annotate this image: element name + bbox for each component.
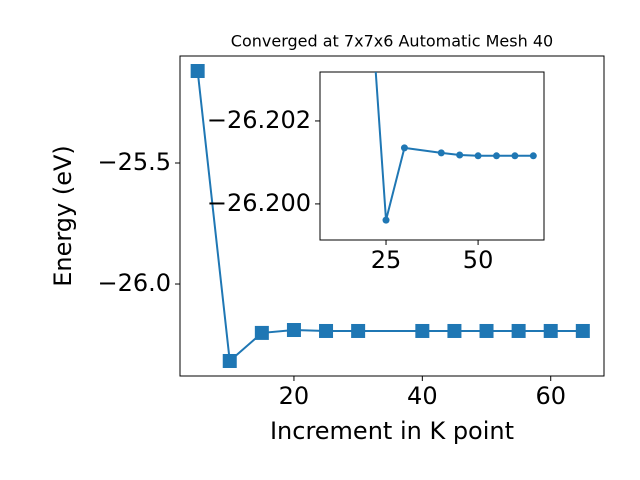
marker [415,323,430,338]
y-tick-label: −25.5 [97,148,171,176]
marker [222,353,237,368]
x-tick-label: 40 [407,382,438,410]
plot-area [374,72,537,224]
marker [479,323,494,338]
marker [254,325,269,340]
marker [447,323,462,338]
x-tick-label: 60 [535,382,566,410]
y-axis-label: Energy (eV) [49,145,77,287]
marker [286,323,301,338]
marker [319,323,334,338]
marker [351,323,366,338]
x-axis-label: Increment in K point [270,417,514,445]
marker [190,64,205,79]
x-tick-label: 50 [463,246,494,274]
x-tick-label: 20 [279,382,310,410]
marker [437,149,445,157]
marker [456,151,464,159]
marker [529,152,537,160]
plot-area [190,64,590,368]
marker [492,152,500,160]
marker [575,323,590,338]
y-tick-label: −26.0 [97,269,171,297]
marker [511,152,519,160]
x-tick-label: 25 [371,246,402,274]
marker [511,323,526,338]
marker [382,216,390,224]
marker [543,323,558,338]
y-tick-label: −26.200 [207,189,311,217]
marker [400,144,408,152]
marker [474,152,482,160]
chart-title: Converged at 7x7x6 Automatic Mesh 40 [231,32,553,51]
y-tick-label: −26.202 [207,106,311,134]
